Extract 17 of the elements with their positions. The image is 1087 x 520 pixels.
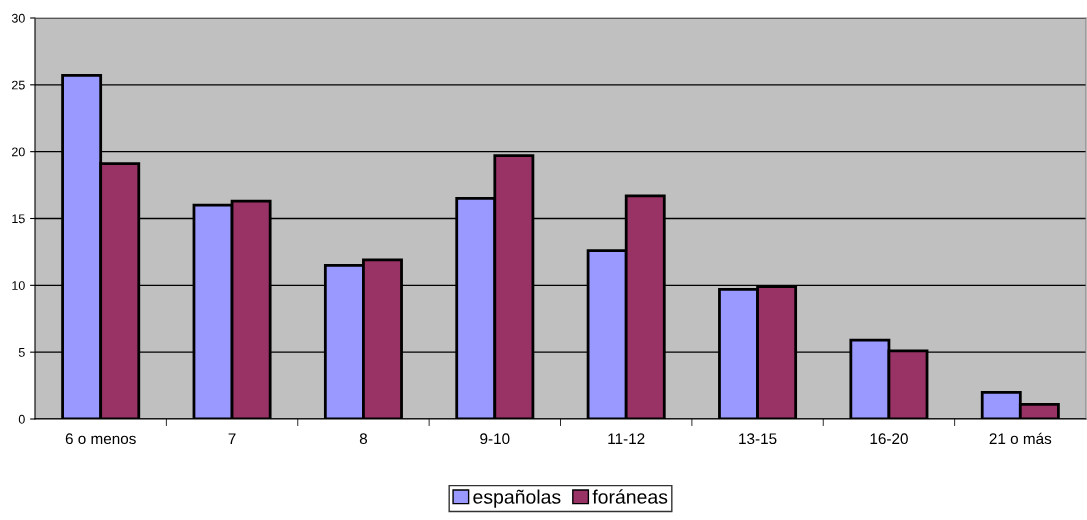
legend-label: foráneas xyxy=(592,489,668,504)
y-tick-label: 25 xyxy=(12,80,25,90)
x-tick-label: 11-12 xyxy=(608,433,645,444)
x-tick-label: 9-10 xyxy=(480,433,510,445)
y-tick-label: 0 xyxy=(18,414,25,424)
x-tick-label: 8 xyxy=(359,433,368,445)
x-tick-label: 16-20 xyxy=(870,433,908,445)
x-tick-label: 6 o menos xyxy=(65,433,136,445)
x-tick-label: 13-15 xyxy=(739,433,777,445)
y-tick-label: 10 xyxy=(12,281,25,290)
y-tick-label: 20 xyxy=(12,147,25,157)
y-tick-label: 5 xyxy=(18,348,25,357)
x-tick-label: 7 xyxy=(228,433,236,444)
y-tick-label: 15 xyxy=(12,214,25,224)
y-tick-label: 30 xyxy=(11,13,25,23)
x-tick-label: 21 o más xyxy=(989,432,1052,445)
legend-label: españolas xyxy=(473,489,561,508)
